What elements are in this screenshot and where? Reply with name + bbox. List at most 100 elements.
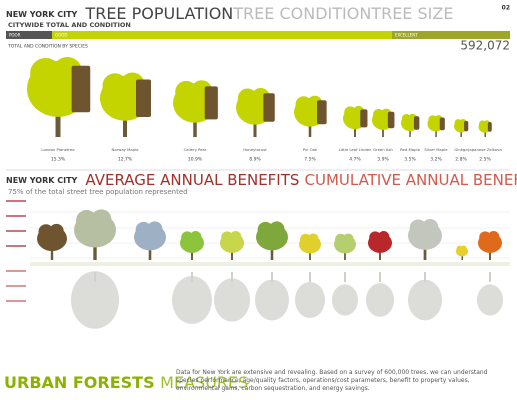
trunk — [191, 272, 193, 282]
trunk — [489, 272, 491, 282]
trunk — [484, 132, 486, 137]
tree-icon — [427, 115, 445, 137]
trunk — [253, 122, 257, 137]
crown — [477, 284, 503, 316]
species-share: 3.9% — [377, 157, 389, 163]
tab: TREE CONDITION — [232, 4, 371, 23]
species-name: Honeylocust — [243, 147, 267, 152]
footer-title: URBAN FORESTS MEASURES — [4, 373, 248, 392]
tree-icon — [478, 120, 492, 137]
tree-icon — [299, 233, 321, 260]
header-title: NEW YORK CITY TREE POPULATIONTREE CONDIT… — [6, 4, 453, 23]
tab: TREE SIZE — [370, 4, 453, 23]
trunk — [423, 248, 427, 260]
species-name: Little Leaf Linden — [339, 147, 372, 152]
crown — [295, 282, 325, 318]
crown — [408, 279, 442, 321]
species-share: 7.5% — [304, 157, 316, 163]
crown-lobe — [135, 221, 152, 238]
crown-lobe — [189, 231, 202, 243]
species-share: 4.7% — [349, 157, 361, 163]
trunk — [424, 272, 426, 282]
species-share: 3.2% — [430, 157, 442, 163]
tree-icon — [220, 231, 244, 260]
crown-lobe — [175, 80, 198, 103]
crown-lobe — [479, 120, 486, 127]
crown-condition — [263, 93, 275, 122]
trunk — [489, 251, 491, 260]
tree-icon — [74, 209, 116, 260]
tab-active: TREE POPULATION — [84, 4, 233, 23]
crown-lobe — [479, 231, 492, 244]
benefits-note: 75% of the total street tree population … — [8, 188, 188, 196]
baseline-band — [30, 262, 510, 266]
species-share: 2.5% — [479, 157, 491, 163]
tree-icon — [294, 95, 327, 137]
crown-condition — [136, 79, 151, 117]
trunk — [461, 255, 464, 260]
footer-bold: URBAN FORESTS — [4, 373, 155, 392]
crown-lobe — [421, 218, 439, 236]
lifetime-tree — [255, 272, 289, 321]
trunk — [93, 245, 97, 260]
condition-label: EXCELLENT — [395, 33, 418, 38]
tree-icon — [173, 80, 218, 137]
crown-lobe — [308, 233, 319, 245]
crown-lobe — [76, 209, 98, 231]
trunk — [55, 113, 61, 137]
species-share: 3.5% — [404, 157, 416, 163]
tree-icon — [100, 72, 151, 137]
species-name: Norway Maple — [111, 147, 139, 152]
lifetime-tree — [71, 271, 119, 329]
lifetime-tree — [214, 272, 250, 322]
footer-text: Data for New York are extensive and reve… — [176, 369, 488, 392]
lifetime-tree — [295, 272, 325, 318]
tree-icon — [408, 218, 442, 260]
lifetime-tree — [172, 272, 212, 324]
trunk — [94, 272, 96, 282]
species-name: Pin Oak — [303, 147, 318, 152]
crown-condition — [387, 111, 395, 129]
trunk — [409, 130, 411, 137]
trunk — [379, 251, 381, 260]
condition-excellent — [392, 31, 510, 39]
total: 592,072 — [460, 39, 510, 53]
trunk — [344, 272, 346, 282]
trunk — [308, 125, 312, 137]
species-name: Japanese Zelkova — [467, 147, 501, 152]
crown-condition — [71, 65, 91, 113]
tree-icon — [454, 118, 469, 137]
crown-lobe — [373, 108, 385, 120]
tab: CUMULATIVE ANNUAL BENEFITS — [305, 171, 517, 189]
crown — [214, 278, 250, 322]
condition-label: GOOD — [55, 33, 67, 38]
trunk — [435, 130, 437, 137]
crown-condition — [487, 122, 492, 132]
crown-lobe — [237, 88, 257, 108]
tree-icon — [401, 113, 420, 137]
tab-active: AVERAGE ANNUAL BENEFITS — [85, 171, 299, 189]
species-share: 2.8% — [455, 157, 467, 163]
species-name: Green Ash — [373, 147, 393, 152]
trunk — [191, 251, 193, 260]
trunk — [123, 118, 127, 137]
tree-icon — [334, 233, 356, 260]
city: NEW YORK CITY — [6, 176, 78, 185]
tree-icon — [236, 87, 275, 137]
trunk — [193, 120, 197, 137]
crown-condition — [464, 120, 469, 132]
tree-icon — [256, 221, 288, 260]
crown-lobe — [300, 233, 312, 245]
crown-lobe — [335, 233, 347, 245]
crown-lobe — [377, 231, 390, 243]
side-marker — [6, 285, 26, 287]
crown-lobe — [221, 231, 234, 244]
crown-lobe — [344, 106, 357, 119]
trunk — [382, 128, 384, 137]
footer-light: MEASURES — [160, 373, 248, 392]
trunk — [148, 248, 152, 260]
crown-condition — [204, 86, 218, 120]
trunk — [354, 128, 356, 137]
